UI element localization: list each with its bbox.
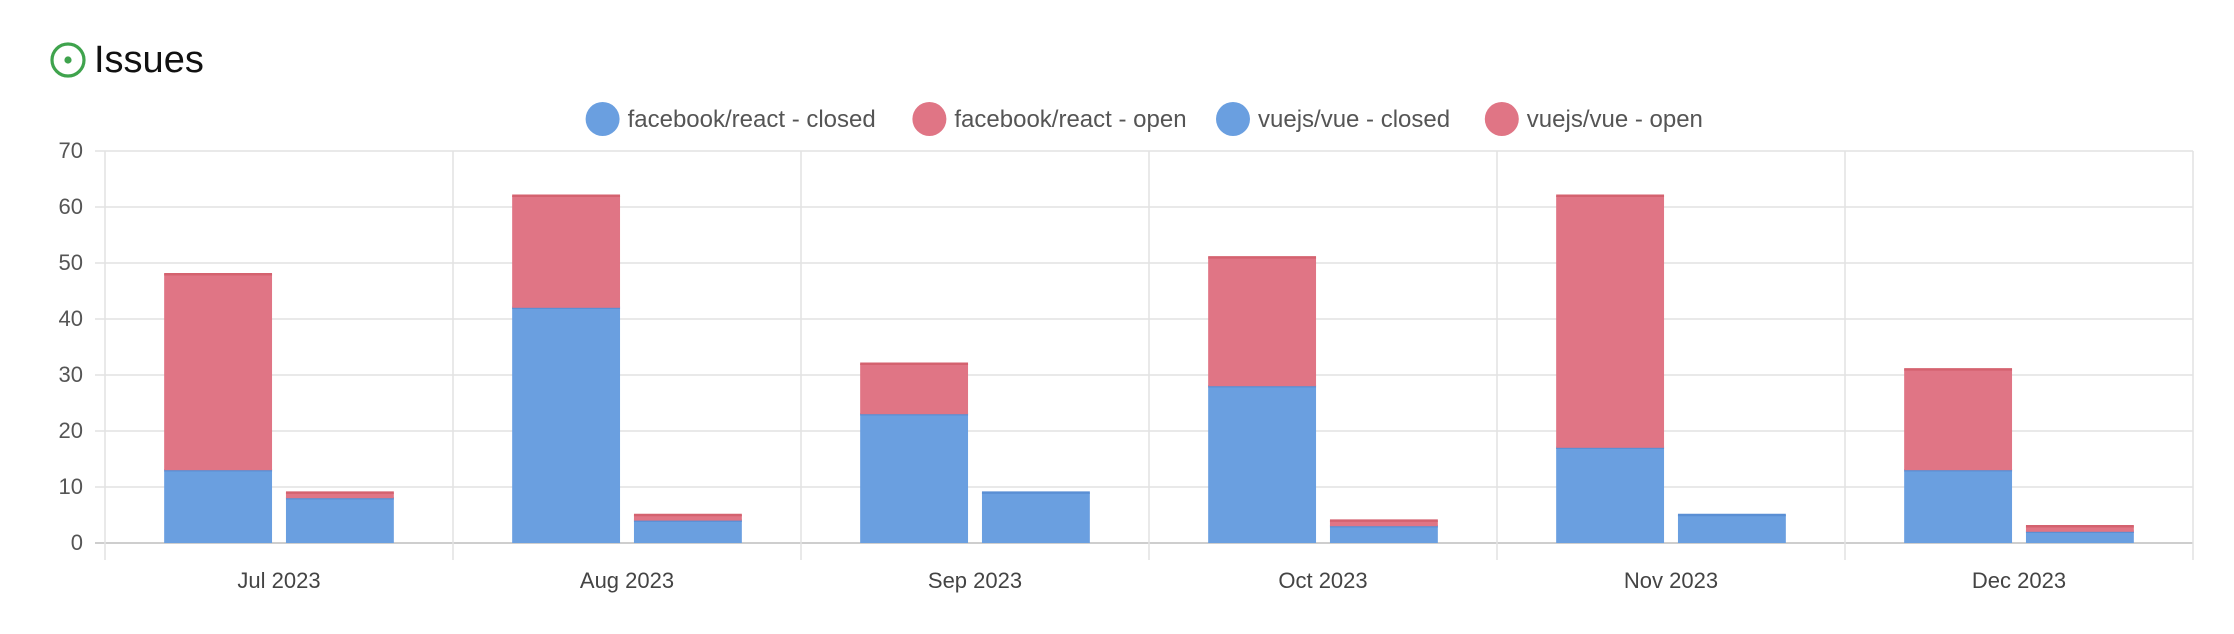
legend-swatch xyxy=(1216,102,1250,136)
legend-swatch xyxy=(912,102,947,136)
bar-segment xyxy=(633,520,742,543)
bar-segment xyxy=(1208,257,1317,387)
legend-item[interactable]: facebook/react - closed xyxy=(585,102,876,136)
bar-segment xyxy=(1677,515,1786,543)
bar-segment xyxy=(164,470,273,543)
x-tick-label: Sep 2023 xyxy=(928,568,1022,593)
bar-segment xyxy=(1904,470,2013,543)
y-tick-label: 10 xyxy=(59,474,83,499)
y-tick-label: 30 xyxy=(59,362,83,387)
bar-segment xyxy=(2025,531,2134,543)
chart-legend: facebook/react - closed facebook/react - … xyxy=(585,102,1703,136)
bar-segment xyxy=(512,307,621,543)
bar-segment xyxy=(1904,369,2013,471)
y-tick-label: 0 xyxy=(71,530,83,555)
bar-segment xyxy=(1556,447,1665,543)
chart-bars xyxy=(164,194,2134,543)
y-tick-label: 40 xyxy=(59,306,83,331)
bar-segment xyxy=(285,498,394,543)
page-title: Issues xyxy=(94,39,204,81)
y-tick-label: 50 xyxy=(59,250,83,275)
bar-segment xyxy=(1208,386,1317,543)
legend-label: facebook/react - open xyxy=(954,106,1186,133)
x-tick-label: Dec 2023 xyxy=(1972,568,2066,593)
chart-header: Issues xyxy=(50,39,204,81)
bar-segment xyxy=(981,492,1090,543)
chart-grid xyxy=(95,150,2194,560)
bar-segment xyxy=(2025,526,2134,532)
bar-segment xyxy=(285,492,394,499)
bar-segment xyxy=(633,515,742,521)
legend-label: vuejs/vue - open xyxy=(1527,106,1703,133)
bar-segment xyxy=(512,195,621,308)
x-tick-label: Jul 2023 xyxy=(237,568,320,593)
y-tick-label: 60 xyxy=(59,194,83,219)
x-axis: Jul 2023 Aug 2023 Sep 2023 Oct 2023 Nov 2023… xyxy=(237,568,2066,593)
issue-opened-icon xyxy=(50,42,86,78)
legend-item[interactable]: facebook/react - open xyxy=(912,102,1187,136)
legend-item[interactable]: vuejs/vue - open xyxy=(1484,102,1703,136)
legend-label: vuejs/vue - closed xyxy=(1258,106,1450,133)
bar-segment xyxy=(860,363,969,415)
x-tick-label: Nov 2023 xyxy=(1624,568,1718,593)
legend-item[interactable]: vuejs/vue - closed xyxy=(1216,102,1450,136)
bar-segment xyxy=(1329,526,1438,543)
bar-segment xyxy=(1556,195,1665,448)
y-tick-label: 20 xyxy=(59,418,83,443)
bar-segment xyxy=(860,414,969,543)
legend-label: facebook/react - closed xyxy=(628,106,876,133)
legend-swatch xyxy=(585,102,620,136)
x-tick-label: Aug 2023 xyxy=(580,568,674,593)
y-tick-label: 70 xyxy=(59,138,83,163)
y-axis: 0 10 20 30 40 50 60 70 xyxy=(59,138,83,555)
legend-swatch xyxy=(1484,102,1519,136)
bar-segment xyxy=(164,274,273,471)
x-tick-label: Oct 2023 xyxy=(1278,568,1367,593)
bar-segment xyxy=(1329,520,1438,527)
